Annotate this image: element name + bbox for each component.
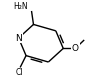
Text: N: N (15, 34, 22, 43)
Text: H₂N: H₂N (13, 2, 28, 11)
Text: O: O (72, 44, 79, 53)
Text: Cl: Cl (16, 68, 23, 77)
